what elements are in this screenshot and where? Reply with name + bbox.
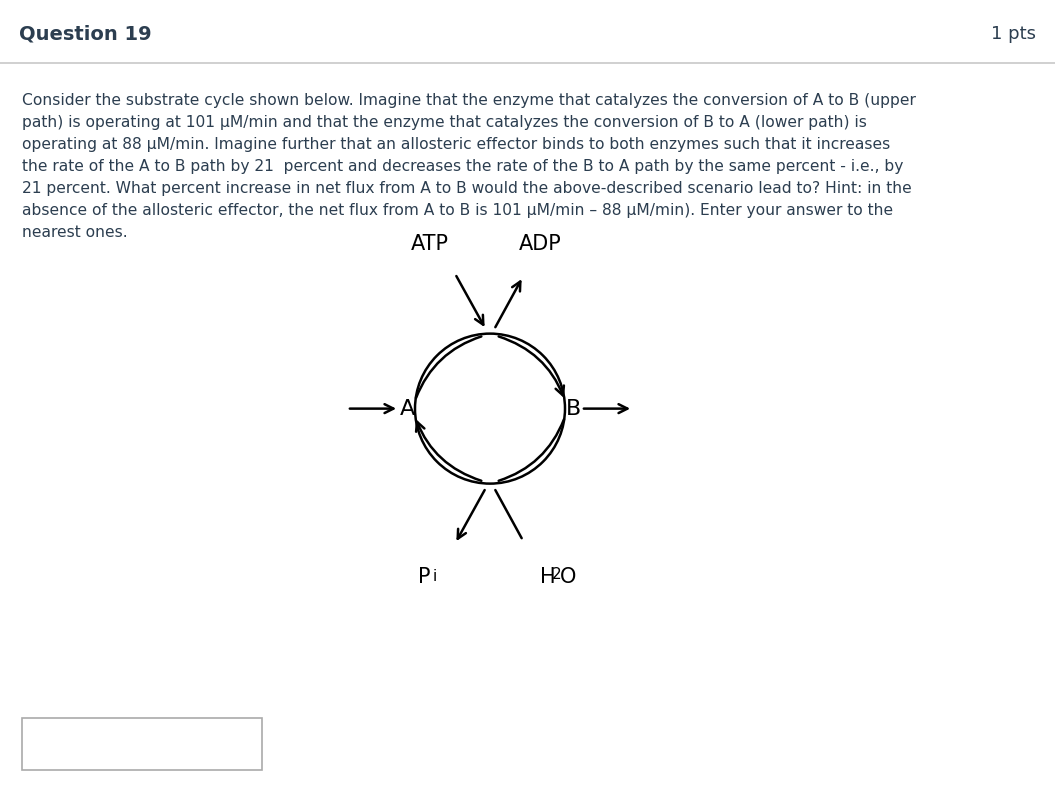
Text: nearest ones.: nearest ones. [22, 225, 128, 240]
Text: ADP: ADP [519, 233, 561, 254]
Bar [22, 718, 262, 770]
Text: ATP: ATP [411, 233, 449, 254]
Text: H: H [540, 567, 556, 586]
Text: Consider the substrate cycle shown below. Imagine that the enzyme that catalyzes: Consider the substrate cycle shown below… [22, 93, 916, 108]
Text: i: i [433, 569, 437, 584]
Text: operating at 88 μM/min. Imagine further that an allosteric effector binds to bot: operating at 88 μM/min. Imagine further … [22, 136, 890, 151]
Text: B: B [565, 399, 580, 418]
Text: O: O [560, 567, 576, 586]
Text: 2: 2 [552, 567, 561, 582]
Text: 1 pts: 1 pts [991, 24, 1036, 43]
Text: absence of the allosteric effector, the net flux from A to B is 101 μM/min – 88 : absence of the allosteric effector, the … [22, 203, 894, 217]
Text: P: P [418, 567, 430, 586]
Text: 21 percent. What percent increase in net flux from A to B would the above-descri: 21 percent. What percent increase in net… [22, 180, 912, 195]
Text: path) is operating at 101 μM/min and that the enzyme that catalyzes the conversi: path) is operating at 101 μM/min and tha… [22, 114, 867, 129]
Text: Question 19: Question 19 [19, 24, 152, 43]
Text: the rate of the A to B path by 21  percent and decreases the rate of the B to A : the rate of the A to B path by 21 percen… [22, 158, 903, 173]
Text: A: A [400, 399, 415, 418]
